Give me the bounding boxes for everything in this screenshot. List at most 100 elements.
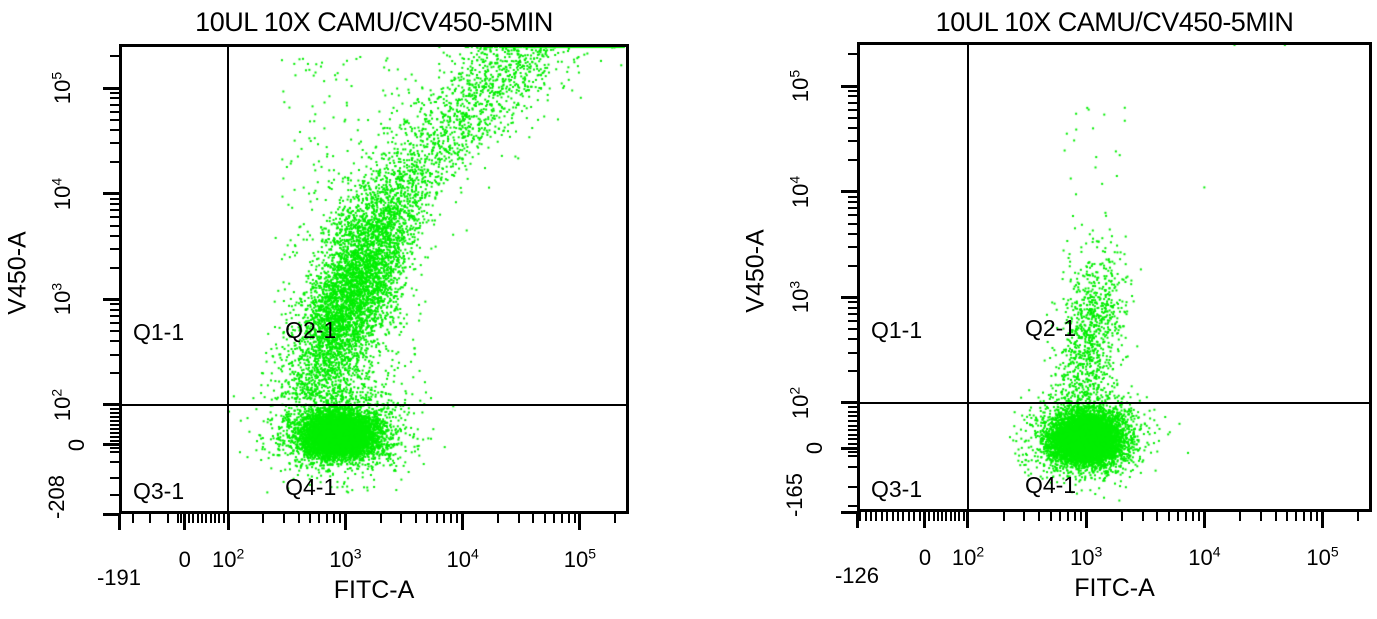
y-axis-tick-minor	[848, 433, 857, 436]
y-axis-tick-major	[103, 403, 119, 407]
x-axis-tick-major	[1321, 512, 1325, 528]
y-axis-tick-minor	[110, 160, 119, 163]
x-axis-tick-major	[855, 512, 859, 528]
y-axis-min-label: -165	[782, 472, 807, 518]
x-axis-tick-minor	[902, 512, 905, 521]
y-axis-tick-minor	[110, 372, 119, 375]
quadrant-label-q1: Q1-1	[871, 316, 923, 343]
y-axis-tick-major	[841, 446, 857, 450]
y-axis-tick-minor	[848, 306, 857, 309]
y-axis-tick-minor	[110, 103, 119, 106]
x-axis-tick-minor	[913, 512, 916, 521]
y-axis-tick-minor	[110, 493, 119, 496]
x-axis-tick-minor	[283, 514, 286, 523]
x-tick-label: 102	[211, 545, 245, 572]
y-tick-label: 105	[786, 70, 813, 103]
y-axis-tick-major	[841, 401, 857, 405]
x-axis-tick-minor	[1191, 512, 1194, 521]
x-axis-tick-minor	[339, 514, 342, 523]
y-axis-label: V450-A	[741, 229, 770, 313]
y-axis-tick-minor	[848, 450, 857, 453]
y-axis-tick-minor	[110, 314, 119, 317]
y-axis-tick-minor	[848, 95, 857, 98]
x-axis-tick-minor	[450, 514, 453, 523]
x-axis-tick-minor	[928, 512, 931, 521]
x-axis-tick-minor	[945, 512, 948, 521]
x-axis-tick-minor	[886, 512, 889, 521]
x-axis-tick-minor	[870, 512, 873, 521]
x-axis-min-label: -191	[96, 565, 142, 590]
x-axis-tick-minor	[954, 512, 957, 521]
y-axis-tick-minor	[848, 485, 857, 488]
x-axis-tick-minor	[1197, 512, 1200, 521]
x-axis-tick-minor	[205, 514, 208, 523]
y-axis-tick-major	[841, 190, 857, 194]
x-axis-tick-minor	[180, 514, 183, 523]
y-axis-tick-minor	[848, 312, 857, 315]
x-axis-tick-minor	[543, 514, 546, 523]
quadrant-label-q3: Q3-1	[871, 476, 923, 502]
y-axis-tick-minor	[848, 222, 857, 225]
y-axis-tick-minor	[110, 224, 119, 227]
x-axis-tick-minor	[859, 512, 862, 521]
y-axis-tick-minor	[110, 266, 119, 269]
y-axis-tick-major	[841, 510, 857, 514]
quadrant-divider-horizontal	[860, 401, 1369, 404]
plot-frame	[857, 42, 1372, 512]
x-axis-tick-minor	[1238, 512, 1241, 521]
x-axis-tick-minor	[875, 512, 878, 521]
y-axis-tick-major	[103, 297, 119, 301]
x-axis-tick-major	[226, 514, 230, 530]
x-axis-tick-minor	[176, 514, 179, 523]
x-axis-tick-minor	[573, 514, 576, 523]
x-axis-tick-minor	[932, 512, 935, 521]
scatter-canvas	[860, 45, 1369, 509]
y-axis-tick-minor	[848, 410, 857, 413]
quadrant-divider-horizontal	[122, 403, 626, 406]
x-axis-tick-minor	[166, 514, 169, 523]
x-tick-label: 105	[563, 545, 597, 572]
x-axis-label: FITC-A	[333, 576, 415, 604]
x-axis-tick-minor	[1177, 512, 1180, 521]
x-axis-tick-minor	[132, 514, 135, 523]
x-axis-tick-minor	[891, 512, 894, 521]
x-axis-tick-minor	[907, 512, 910, 521]
x-axis-tick-minor	[532, 514, 535, 523]
x-axis-tick-minor	[214, 514, 217, 523]
y-axis-tick-major	[103, 192, 119, 196]
x-axis-tick-minor	[560, 514, 563, 523]
x-axis-tick-minor	[1274, 512, 1277, 521]
x-axis-tick-minor	[1357, 512, 1360, 521]
x-axis-tick-minor	[918, 512, 921, 521]
y-axis-tick-minor	[848, 108, 857, 111]
x-axis-tick-minor	[864, 512, 867, 521]
y-axis-tick-minor	[110, 234, 119, 237]
x-axis-tick-minor	[1002, 512, 1005, 521]
y-axis-tick-minor	[110, 340, 119, 343]
y-axis-tick-major	[841, 84, 857, 88]
y-axis-tick-minor	[848, 454, 857, 457]
x-axis-tick-minor	[456, 514, 459, 523]
quadrant-label-q2: Q2-1	[285, 316, 337, 343]
y-axis-tick-minor	[848, 201, 857, 203]
x-axis-tick-minor	[1049, 512, 1052, 521]
y-axis-tick-minor	[848, 466, 857, 469]
x-axis-tick-minor	[897, 512, 899, 521]
x-axis-tick-minor	[1185, 512, 1188, 521]
x-axis-tick-minor	[318, 514, 321, 523]
y-axis-tick-minor	[848, 140, 857, 143]
y-axis-tick-minor	[110, 435, 119, 438]
y-axis-tick-minor	[110, 247, 119, 250]
y-axis-tick-minor	[848, 301, 857, 304]
y-axis-tick-minor	[110, 415, 119, 418]
y-axis-tick-minor	[110, 419, 119, 422]
x-axis-tick-major	[923, 512, 927, 528]
x-axis-tick-minor	[309, 514, 312, 523]
y-axis-tick-minor	[110, 110, 119, 113]
quadrant-label-q2: Q2-1	[1024, 314, 1077, 341]
y-axis-tick-minor	[110, 431, 119, 434]
y-axis-tick-minor	[110, 203, 119, 205]
y-axis-tick-minor	[110, 447, 119, 450]
